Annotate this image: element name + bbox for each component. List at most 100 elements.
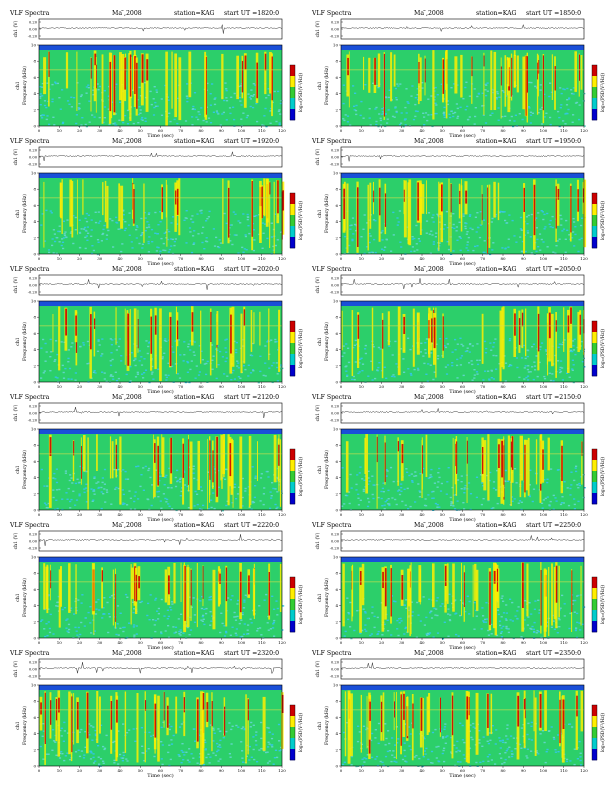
freq-tick-label: 4 (335, 219, 338, 224)
spectrogram-cell (190, 606, 193, 608)
spectrogram-cell (485, 252, 488, 255)
spectrogram-cell (350, 224, 353, 226)
spectrogram-cell (101, 353, 104, 355)
spectrogram-cell (516, 366, 519, 369)
spectrogram-cell (347, 361, 351, 364)
spectrogram-cell (463, 741, 466, 744)
spectrogram-cell (489, 114, 492, 116)
spectrogram-cell (278, 740, 281, 742)
spectrogram-cell (97, 339, 100, 341)
spectrogram-cell (244, 235, 247, 238)
time-tick-label: 30 (399, 640, 405, 645)
spectrogram-cell (93, 564, 95, 635)
spectrogram-cell (141, 119, 144, 121)
spectrogram-cell (526, 733, 529, 736)
spectrogram-cell (540, 636, 543, 639)
spectrogram-cell (229, 443, 232, 477)
spectrogram-cell (275, 362, 278, 364)
spectrogram-cell (489, 471, 492, 474)
spectrogram-cell (536, 53, 539, 115)
spectrogram-cell (270, 339, 273, 341)
spectrogram-cell (372, 219, 376, 221)
spectrogram-cell (540, 342, 544, 344)
spectrogram-cell (275, 120, 278, 123)
spectrogram-cell (487, 499, 490, 502)
spectrogram-cell (144, 465, 147, 468)
spectrogram-cell (342, 84, 345, 86)
spectrogram-cell (71, 181, 74, 238)
spectrogram-cell (266, 470, 269, 473)
spectrogram-cell (449, 496, 452, 499)
spectrogram-cell (403, 180, 407, 238)
time-tick-label: 70 (480, 640, 486, 645)
spectrogram-cell (99, 758, 103, 760)
spectrogram-cell (442, 736, 445, 738)
spectrogram-cell (491, 217, 494, 220)
spectrogram-cell (429, 474, 432, 476)
spectrogram-cell (165, 501, 168, 503)
spectrogram-cell (171, 51, 173, 109)
spectrogram-cell (546, 246, 549, 248)
spectrogram-cell (123, 503, 126, 505)
spectrogram-cell (175, 509, 178, 512)
spectrogram-cell (374, 758, 377, 760)
spectrogram-cell (55, 340, 58, 342)
spectrogram-cell (478, 236, 482, 239)
waveform-tick-label: 0.20 (29, 21, 38, 25)
spectrogram-cell (573, 479, 576, 482)
spectrogram-cell (171, 238, 174, 241)
spectrogram-cell (225, 100, 229, 102)
spectrogram-cell (97, 241, 100, 243)
spectrogram-cell (113, 759, 116, 762)
spectrogram-cell (396, 628, 399, 630)
spectrogram-cell (573, 498, 576, 500)
spectrogram-cell (418, 757, 421, 760)
spectrogram-cell (280, 231, 283, 234)
spectrogram-cell (580, 340, 583, 343)
spectrogram-cell (256, 761, 259, 763)
spectrogram-cell (134, 56, 137, 95)
spectrogram-cell (51, 83, 54, 86)
colorbar-frame (289, 704, 296, 761)
waveform-tick-label: -0.20 (330, 163, 340, 167)
spectrogram-cell (567, 108, 570, 111)
spectrogram-cell (122, 210, 125, 212)
spectrogram-cell (178, 633, 181, 635)
spectrogram-cell (448, 113, 451, 115)
spectrogram-cell (468, 613, 471, 615)
spectrogram-cell (573, 763, 576, 766)
spectrogram-cell (173, 632, 176, 634)
panel-station: station=KAG (174, 650, 215, 657)
spectrogram-top-band (341, 301, 584, 306)
spectrogram-cell (219, 573, 221, 584)
spectrogram-cell (97, 340, 100, 342)
spectrogram-cell (460, 481, 463, 483)
spectrogram-cell (440, 697, 441, 733)
spectrogram-cell (112, 741, 115, 744)
spectrogram-cell (548, 567, 550, 637)
time-tick-label: 60 (158, 384, 164, 389)
spectrogram-cell (385, 377, 388, 379)
spectrogram-cell (530, 213, 533, 216)
time-tick-label: 0 (340, 384, 343, 389)
spectrogram-cell (71, 342, 74, 344)
spectrogram-cell (511, 57, 513, 97)
spectrogram-cell (65, 627, 68, 629)
spectrogram-cell (427, 758, 430, 761)
spectrogram-cell (253, 215, 256, 217)
waveform-tick-label: 0.00 (29, 284, 38, 288)
spectrogram-cell (457, 761, 460, 763)
spectrogram-cell (106, 491, 109, 493)
spectrogram-cell (270, 236, 273, 238)
spectrogram-cell (117, 377, 120, 380)
spectrogram-cell (482, 447, 484, 474)
spectrogram-cell (367, 184, 369, 251)
spectrogram-cell (81, 117, 84, 119)
spectrogram-cell (170, 609, 173, 611)
time-tick-label: 70 (178, 128, 184, 133)
spectrogram-cell (500, 627, 503, 629)
waveform-frame (340, 18, 585, 40)
waveform-tick-label: -0.20 (28, 675, 38, 679)
spectrogram-cell (133, 624, 136, 626)
spectrogram-cell (183, 354, 186, 356)
